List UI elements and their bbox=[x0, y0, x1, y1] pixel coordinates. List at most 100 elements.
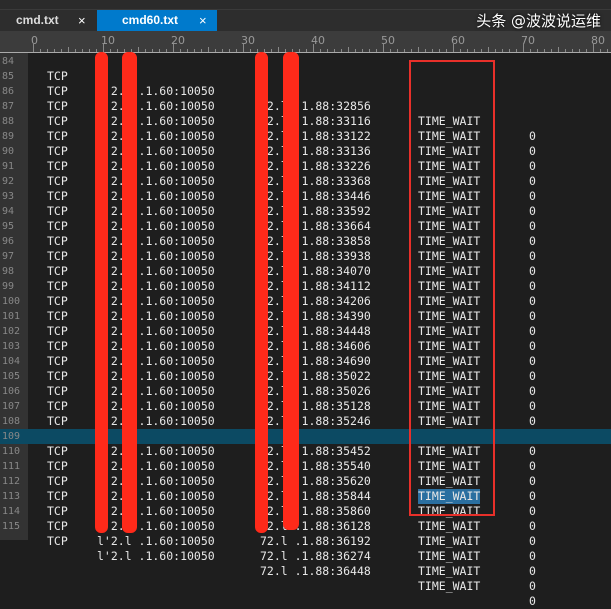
table-row[interactable]: 105 TCP l'2.l .1.60:10050 72.l .1.88:352… bbox=[0, 369, 611, 458]
close-icon[interactable]: × bbox=[199, 13, 207, 28]
table-row[interactable]: 92 TCP l'2.l .1.60:10050 72.l .1.88:3366… bbox=[0, 174, 611, 263]
protocol: TCP bbox=[47, 144, 68, 158]
ruler-tick bbox=[544, 49, 545, 52]
state: TIME_WAIT bbox=[418, 159, 481, 173]
table-row[interactable]: 103 TCP l'2.l .1.60:10050 72.l .1.88:350… bbox=[0, 339, 611, 428]
state: TIME_WAIT bbox=[418, 339, 481, 353]
ruler-tick bbox=[257, 49, 258, 52]
recv-queue: 0 bbox=[529, 459, 536, 473]
recv-queue: 0 bbox=[529, 564, 536, 578]
table-row[interactable]: 112 TCP l'2.l .1.60:10050 72.l .1.88:361… bbox=[0, 474, 611, 563]
protocol: TCP bbox=[47, 534, 68, 548]
ruler-tick bbox=[607, 49, 608, 52]
close-icon[interactable]: × bbox=[78, 13, 86, 28]
title-bar bbox=[0, 0, 611, 10]
table-row[interactable]: 97 TCP l'2.l .1.60:10050 72.l .1.88:3420… bbox=[0, 249, 611, 338]
table-row[interactable]: 113 TCP l'2.l .1.60:10050 72.l .1.88:361… bbox=[0, 489, 611, 578]
foreign-port: 33446 bbox=[336, 189, 371, 203]
recv-queue: 0 bbox=[529, 474, 536, 488]
table-row[interactable]: 114 TCP l'2.l .1.60:10050 72.l .1.88:362… bbox=[0, 504, 611, 593]
table-row[interactable]: 108 TCP l'2.l .1.60:10050 72.l .1.88:355… bbox=[0, 414, 611, 503]
ruler-tick bbox=[222, 49, 223, 52]
tab-label: cmd60.txt bbox=[122, 13, 179, 27]
table-row[interactable]: 96 TCP l'2.l .1.60:10050 72.l .1.88:3411… bbox=[0, 234, 611, 323]
ruler-tick bbox=[593, 44, 594, 52]
protocol: TCP bbox=[47, 69, 68, 83]
table-row[interactable]: 98 TCP l'2.l .1.60:10050 72.l .1.88:3439… bbox=[0, 264, 611, 353]
table-row[interactable]: 93 TCP l'2.l .1.60:10050 72.l .1.88:3385… bbox=[0, 189, 611, 278]
table-row[interactable]: 91 TCP l'2.l .1.60:10050 72.l .1.88:3359… bbox=[0, 159, 611, 248]
foreign-port: 36448 bbox=[336, 564, 371, 578]
ruler-tick bbox=[355, 49, 356, 52]
ruler-tick bbox=[397, 49, 398, 52]
table-row[interactable]: 110 TCP l'2.l .1.60:10050 72.l .1.88:358… bbox=[0, 444, 611, 533]
state: TIME_WAIT bbox=[418, 264, 481, 278]
recv-queue: 0 bbox=[529, 384, 536, 398]
table-row[interactable]: 106 TCP l'2.l .1.60:10050 72.l .1.88:352… bbox=[0, 384, 611, 473]
table-row[interactable]: 115 TCP l'2.l .1.60:10050 72.l .1.88:364… bbox=[0, 519, 611, 608]
foreign-port: 33938 bbox=[336, 249, 371, 263]
table-row[interactable]: 86 TCP l'2.l .1.60:10050 72.l .1.88:3312… bbox=[0, 84, 611, 173]
time-wait-highlight-box bbox=[409, 60, 495, 516]
table-row[interactable]: 90 TCP l'2.l .1.60:10050 72.l .1.88:3344… bbox=[0, 144, 611, 233]
table-row[interactable]: 107 TCP l'2.l .1.60:10050 72.l .1.88:354… bbox=[0, 399, 611, 488]
watermark: 头条 @波波说运维 bbox=[476, 12, 601, 30]
ruler-tick bbox=[390, 49, 391, 52]
ruler-tick bbox=[411, 49, 412, 52]
table-row[interactable]: 88 TCP l'2.l .1.60:10050 72.l .1.88:3322… bbox=[0, 114, 611, 203]
ruler-tick bbox=[460, 49, 461, 52]
foreign-port: 36192 bbox=[336, 534, 371, 548]
tab-bar: cmd.txt × cmd60.txt × bbox=[0, 10, 611, 31]
ruler-tick bbox=[432, 49, 433, 52]
table-row[interactable]: 84 TCP l'2.l .1.60:10050 72.l .1.88:3285… bbox=[0, 54, 611, 143]
protocol: TCP bbox=[47, 264, 68, 278]
tab-cmd[interactable]: cmd.txt × bbox=[0, 10, 95, 31]
table-row[interactable]: 95 TCP l'2.l .1.60:10050 72.l .1.88:3407… bbox=[0, 219, 611, 308]
foreign-port: 36128 bbox=[336, 519, 371, 533]
table-row[interactable]: 104 TCP l'2.l .1.60:10050 72.l .1.88:351… bbox=[0, 354, 611, 443]
foreign-port: 34448 bbox=[336, 324, 371, 338]
ruler-tick bbox=[418, 47, 419, 52]
ruler-tick bbox=[103, 44, 104, 52]
table-row[interactable]: 101 TCP l'2.l .1.60:10050 72.l .1.88:346… bbox=[0, 309, 611, 398]
recv-queue: 0 bbox=[529, 489, 536, 503]
recv-queue: 0 bbox=[529, 279, 536, 293]
table-row[interactable]: 111 TCP l'2.l .1.60:10050 72.l .1.88: 358… bbox=[0, 459, 611, 548]
ruler-tick bbox=[537, 49, 538, 52]
recv-queue: 0 bbox=[529, 294, 536, 308]
state: TIME_WAIT bbox=[418, 279, 481, 293]
foreign-port: 35022 bbox=[336, 369, 371, 383]
table-row[interactable]: 99 TCP l'2.l .1.60:10050 72.l .1.88:3444… bbox=[0, 279, 611, 368]
recv-queue: 0 bbox=[529, 159, 536, 173]
state: TIME_WAIT bbox=[418, 474, 481, 488]
protocol: TCP bbox=[47, 504, 68, 518]
line-number: 96 bbox=[2, 236, 15, 247]
state: TIME_WAIT bbox=[418, 174, 481, 188]
foreign-port: 35246 bbox=[336, 414, 371, 428]
table-row[interactable]: 109 TCP l'2.l .1.60:10050 72.l .1.88:356… bbox=[0, 429, 611, 518]
table-row[interactable]: 102 TCP l'2.l .1.60:10050 72.l .1.88:350… bbox=[0, 324, 611, 413]
protocol: TCP bbox=[47, 189, 68, 203]
state: TIME_WAIT bbox=[418, 399, 481, 413]
foreign-address: 72.l .1.88:36192 bbox=[260, 534, 371, 549]
table-row[interactable]: 100 TCP l'2.l .1.60:10050 72.l .1.88:346… bbox=[0, 294, 611, 383]
ruler-tick bbox=[481, 49, 482, 52]
recv-queue: 0 bbox=[529, 549, 536, 563]
state: TIME_WAIT bbox=[418, 549, 481, 563]
tab-cmd60[interactable]: cmd60.txt × bbox=[97, 10, 217, 31]
line-number: 112 bbox=[2, 476, 21, 487]
table-row[interactable]: 89 TCP l'2.l .1.60:10050 72.l .1.88:3336… bbox=[0, 129, 611, 218]
protocol: TCP bbox=[47, 384, 68, 398]
table-row[interactable]: 87 TCP l'2.l .1.60:10050 72.l .1.88:3313… bbox=[0, 99, 611, 188]
ruler-tick bbox=[54, 49, 55, 52]
protocol: TCP bbox=[47, 99, 68, 113]
ruler-tick bbox=[341, 49, 342, 52]
state: TIME_WAIT bbox=[418, 249, 481, 263]
recv-queue: 0 bbox=[529, 189, 536, 203]
ruler-tick bbox=[404, 49, 405, 52]
ruler-tick bbox=[264, 49, 265, 52]
redaction-mark bbox=[122, 52, 137, 533]
table-row[interactable]: 94 TCP l'2.l .1.60:10050 72.l .1.88:3393… bbox=[0, 204, 611, 293]
table-row[interactable]: 85 TCP l'2.l .1.60:10050 72.l .1.88:3311… bbox=[0, 69, 611, 158]
line-number: 87 bbox=[2, 101, 15, 112]
